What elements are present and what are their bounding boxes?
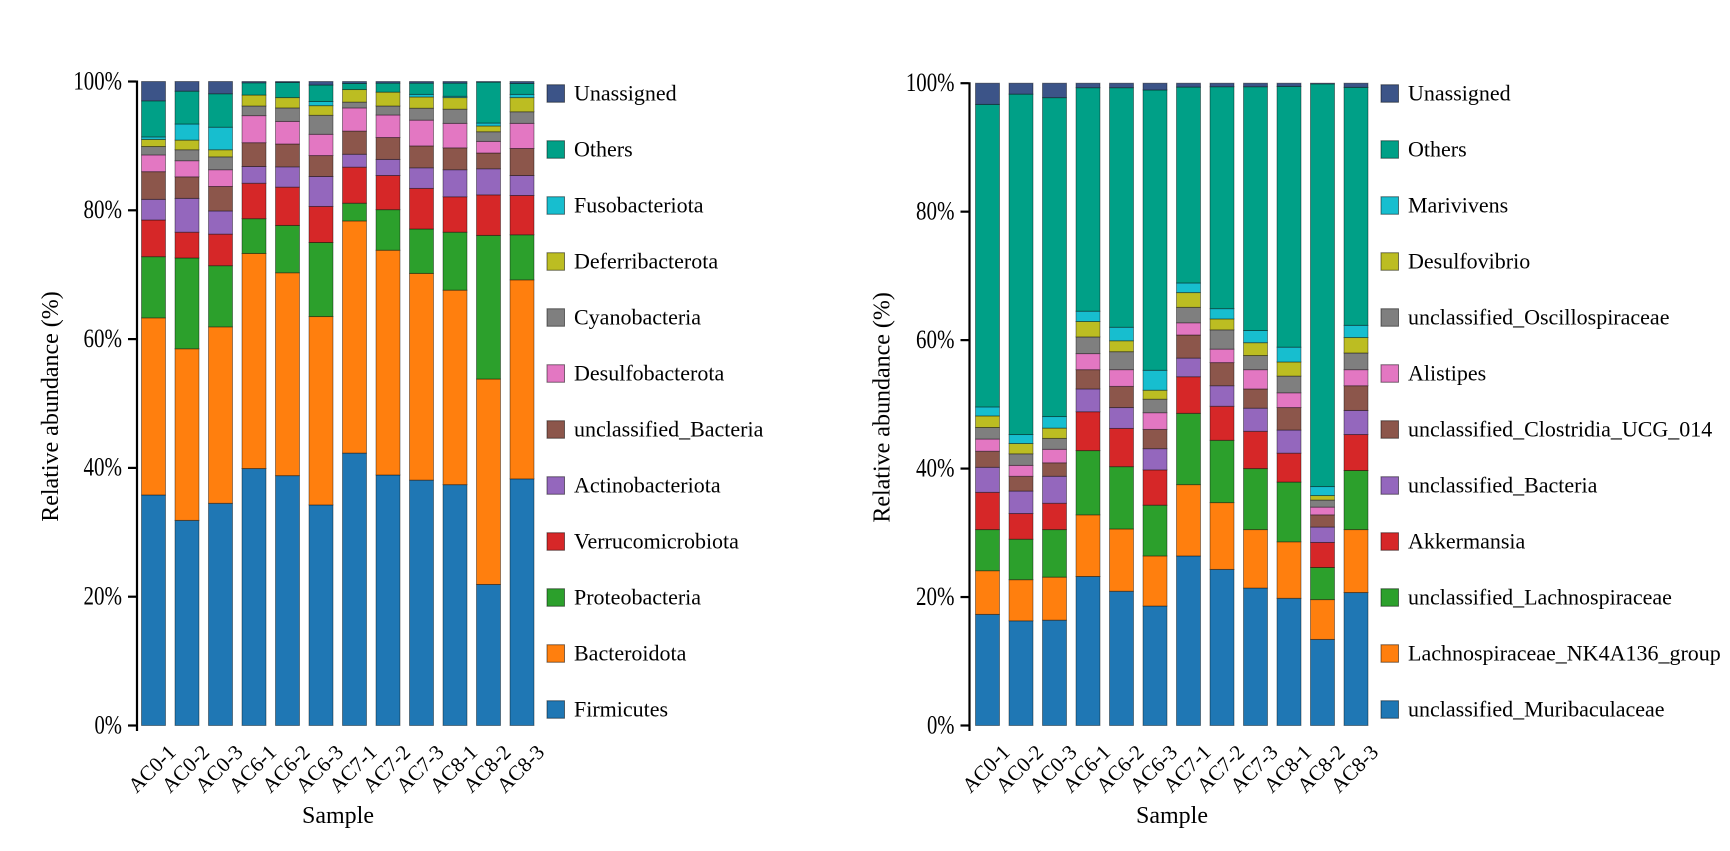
svg-text:unclassified_Oscillospiraceae: unclassified_Oscillospiraceae xyxy=(1408,305,1669,330)
svg-text:Sample: Sample xyxy=(1136,803,1208,829)
svg-text:Bacteroidota: Bacteroidota xyxy=(574,641,687,666)
svg-text:Sample: Sample xyxy=(302,803,374,829)
svg-text:Firmicutes: Firmicutes xyxy=(574,697,668,722)
svg-text:Cyanobacteria: Cyanobacteria xyxy=(574,305,701,330)
svg-text:100%: 100% xyxy=(906,68,955,97)
svg-text:unclassified_Clostridia_UCG_01: unclassified_Clostridia_UCG_014 xyxy=(1408,417,1712,442)
svg-text:0%: 0% xyxy=(95,710,123,739)
svg-text:Verrucomicrobiota: Verrucomicrobiota xyxy=(574,529,739,554)
svg-text:Unassigned: Unassigned xyxy=(1408,81,1511,106)
svg-text:Proteobacteria: Proteobacteria xyxy=(574,585,701,610)
svg-text:60%: 60% xyxy=(84,324,123,353)
svg-text:80%: 80% xyxy=(84,195,123,224)
svg-text:20%: 20% xyxy=(916,582,955,611)
svg-text:Lachnospiraceae_NK4A136_group: Lachnospiraceae_NK4A136_group xyxy=(1408,641,1721,666)
svg-text:Others: Others xyxy=(1408,137,1467,162)
svg-text:Deferribacterota: Deferribacterota xyxy=(574,249,718,274)
svg-text:0%: 0% xyxy=(927,710,955,739)
svg-text:100%: 100% xyxy=(73,66,122,95)
svg-text:40%: 40% xyxy=(84,453,123,482)
svg-text:unclassified_Bacteria: unclassified_Bacteria xyxy=(1408,473,1598,498)
svg-text:Marivivens: Marivivens xyxy=(1408,193,1508,218)
svg-text:unclassified_Lachnospiraceae: unclassified_Lachnospiraceae xyxy=(1408,585,1672,610)
svg-text:Relative abundance (%): Relative abundance (%) xyxy=(38,291,64,522)
svg-text:Relative abundance (%): Relative abundance (%) xyxy=(870,292,896,523)
svg-text:60%: 60% xyxy=(916,325,955,354)
svg-text:Others: Others xyxy=(574,137,633,162)
svg-text:Akkermansia: Akkermansia xyxy=(1408,529,1526,554)
svg-text:80%: 80% xyxy=(916,196,955,225)
svg-text:Desulfovibrio: Desulfovibrio xyxy=(1408,249,1530,274)
svg-text:unclassified_Bacteria: unclassified_Bacteria xyxy=(574,417,764,442)
svg-text:Actinobacteriota: Actinobacteriota xyxy=(574,473,721,498)
svg-text:Alistipes: Alistipes xyxy=(1408,361,1486,386)
svg-text:20%: 20% xyxy=(84,582,123,611)
svg-text:unclassified_Muribaculaceae: unclassified_Muribaculaceae xyxy=(1408,697,1665,722)
svg-text:Fusobacteriota: Fusobacteriota xyxy=(574,193,704,218)
svg-text:Desulfobacterota: Desulfobacterota xyxy=(574,361,724,386)
svg-text:Unassigned: Unassigned xyxy=(574,81,677,106)
svg-text:40%: 40% xyxy=(916,453,955,482)
